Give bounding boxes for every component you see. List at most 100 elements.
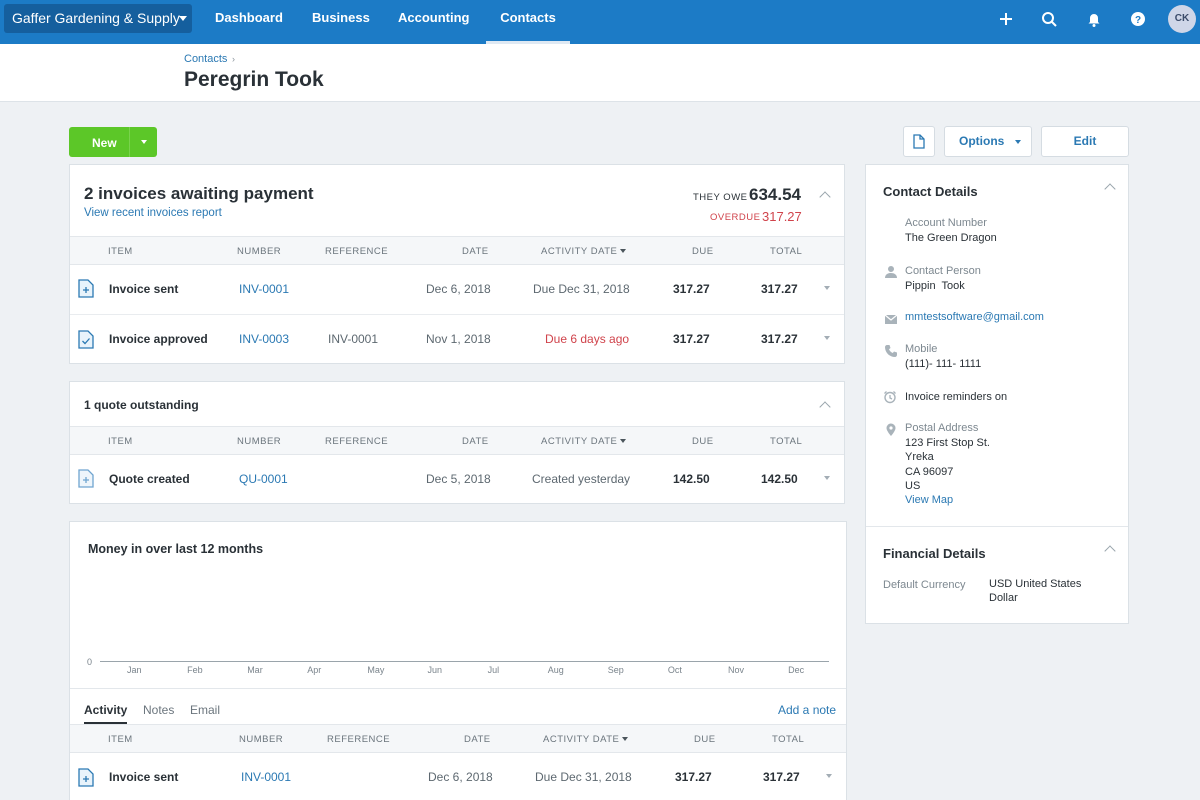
avatar[interactable]: CK	[1168, 5, 1196, 33]
postal-line: US	[905, 480, 921, 492]
table-row[interactable]: Invoice approved INV-0003 INV-0001 Nov 1…	[70, 315, 844, 365]
document-icon	[913, 134, 925, 149]
row-menu-icon[interactable]	[824, 476, 830, 480]
they-owe-amount: 634.54	[749, 185, 801, 204]
page-title: Peregrin Took	[184, 68, 324, 91]
month-label: Feb	[187, 665, 203, 675]
options-button[interactable]: Options	[944, 126, 1032, 157]
view-map-link[interactable]: View Map	[905, 494, 954, 506]
col-number: NUMBER	[237, 436, 282, 447]
table-header: ITEM NUMBER REFERENCE DATE ACTIVITY DATE…	[70, 724, 846, 753]
sort-down-icon	[620, 249, 627, 254]
row-menu-icon[interactable]	[824, 336, 830, 340]
collapse-icon[interactable]	[1104, 183, 1116, 195]
month-label: Nov	[728, 665, 745, 675]
they-owe-label: THEY OWE	[693, 192, 748, 203]
invoice-sent-icon	[78, 279, 94, 298]
col-total: TOTAL	[770, 246, 803, 257]
col-total: TOTAL	[770, 436, 803, 447]
row-number[interactable]: INV-0001	[239, 282, 290, 296]
invoices-report-link[interactable]: View recent invoices report	[84, 207, 222, 219]
nav-accounting[interactable]: Accounting	[398, 10, 470, 25]
row-total: 317.27	[761, 282, 798, 296]
month-label: Jul	[487, 665, 500, 675]
row-item: Quote created	[109, 472, 190, 486]
search-icon[interactable]	[1040, 10, 1058, 28]
col-activity-date-label: ACTIVITY DATE	[541, 436, 618, 447]
month-label: Aug	[547, 665, 564, 675]
row-item: Invoice sent	[109, 282, 179, 296]
nav-business[interactable]: Business	[312, 10, 370, 25]
default-currency-value: USD United States	[989, 578, 1082, 590]
contact-panel: Contact Details Account Number The Green…	[865, 164, 1129, 624]
col-item: ITEM	[108, 734, 133, 745]
invoice-reminders-status[interactable]: Invoice reminders on	[905, 391, 1008, 403]
postal-line: CA 96097	[905, 466, 954, 478]
email-icon	[884, 314, 898, 324]
help-icon[interactable]: ?	[1129, 10, 1147, 28]
divider	[866, 526, 1128, 527]
chevron-down-icon[interactable]	[141, 140, 147, 144]
email-link[interactable]: mmtestsoftware@gmail.com	[905, 311, 1044, 323]
money-title: Money in over last 12 months	[88, 542, 264, 556]
month-label: Dec	[788, 665, 805, 675]
tab-email[interactable]: Email	[190, 703, 221, 717]
collapse-icon[interactable]	[819, 191, 831, 203]
document-button[interactable]	[903, 126, 935, 157]
postal-line: Yreka	[905, 451, 934, 463]
mobile-value: (111)- 111- 1111	[905, 358, 982, 370]
tab-notes[interactable]: Notes	[143, 703, 175, 717]
bell-icon[interactable]	[1085, 10, 1103, 28]
table-row[interactable]: Invoice sent INV-0001 Dec 6, 2018 Due De…	[70, 265, 844, 315]
collapse-icon[interactable]	[1104, 545, 1116, 557]
edit-button[interactable]: Edit	[1041, 126, 1129, 157]
breadcrumb[interactable]: Contacts	[184, 53, 228, 65]
col-number: NUMBER	[237, 246, 282, 257]
month-label: Mar	[247, 665, 263, 675]
row-menu-icon[interactable]	[824, 286, 830, 290]
month-label: Jun	[427, 665, 443, 675]
new-button[interactable]: New	[69, 127, 157, 157]
month-label: Apr	[307, 665, 322, 675]
nav-dashboard[interactable]: Dashboard	[215, 10, 283, 25]
tab-activity[interactable]: Activity	[84, 703, 128, 724]
contact-details-title: Contact Details	[883, 184, 978, 199]
row-due: 317.27	[673, 282, 710, 296]
account-number-label: Account Number	[905, 217, 987, 229]
account-number-value: The Green Dragon	[905, 232, 997, 244]
default-currency-label: Default Currency	[883, 579, 966, 591]
org-switcher[interactable]: Gaffer Gardening & Supply	[4, 4, 192, 33]
phone-icon	[885, 345, 897, 357]
col-activity-date[interactable]: ACTIVITY DATE	[543, 734, 629, 745]
row-number[interactable]: INV-0001	[241, 770, 292, 784]
col-activity-date[interactable]: ACTIVITY DATE	[541, 436, 627, 447]
invoice-approved-icon	[78, 330, 94, 349]
invoices-card: 2 invoices awaiting payment View recent …	[69, 164, 845, 364]
default-currency-value-2: Dollar	[989, 592, 1018, 604]
table-row[interactable]: Quote created QU-0001 Dec 5, 2018 Create…	[70, 455, 844, 505]
table-header: ITEM NUMBER REFERENCE DATE ACTIVITY DATE…	[70, 236, 844, 265]
chevron-down-icon	[179, 16, 187, 21]
add-note-link[interactable]: Add a note	[778, 703, 837, 717]
collapse-icon[interactable]	[819, 401, 831, 413]
col-due: DUE	[694, 734, 716, 745]
col-activity-date-label: ACTIVITY DATE	[543, 734, 620, 745]
row-due: 142.50	[673, 472, 710, 486]
row-activity: Due Dec 31, 2018	[535, 770, 632, 784]
row-menu-icon[interactable]	[826, 774, 832, 778]
row-due: 317.27	[675, 770, 712, 784]
add-icon[interactable]	[997, 10, 1015, 28]
quote-icon	[78, 469, 94, 488]
row-activity: Created yesterday	[532, 472, 631, 486]
mobile-label: Mobile	[905, 343, 938, 355]
row-number[interactable]: QU-0001	[239, 472, 288, 486]
table-row[interactable]: Invoice sent INV-0001 Dec 6, 2018 Due De…	[70, 753, 846, 800]
col-due: DUE	[692, 246, 714, 257]
row-date: Nov 1, 2018	[426, 332, 491, 346]
col-activity-date[interactable]: ACTIVITY DATE	[541, 246, 627, 257]
postal-line: 123 First Stop St.	[905, 437, 990, 449]
month-label: Jan	[127, 665, 142, 675]
nav-contacts[interactable]: Contacts	[486, 0, 570, 44]
row-number[interactable]: INV-0003	[239, 332, 290, 346]
page-header: Contacts › Peregrin Took	[0, 44, 1200, 102]
